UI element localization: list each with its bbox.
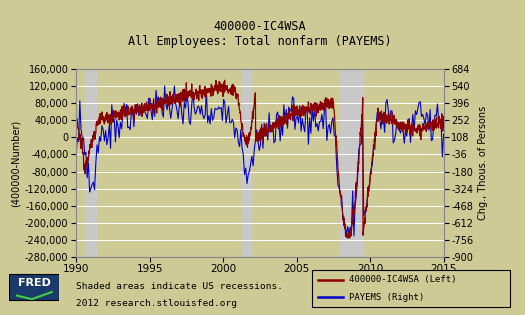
- Text: 400000-IC4WSA (Left): 400000-IC4WSA (Left): [349, 275, 456, 284]
- Y-axis label: Chg., Thous. of Persons: Chg., Thous. of Persons: [478, 106, 488, 220]
- Bar: [340, 69, 363, 257]
- Text: 2012 research.stlouisfed.org: 2012 research.stlouisfed.org: [76, 299, 237, 308]
- FancyBboxPatch shape: [312, 270, 510, 307]
- Text: FRED: FRED: [18, 278, 51, 288]
- Text: PAYEMS (Right): PAYEMS (Right): [349, 293, 424, 301]
- Bar: [242, 69, 251, 257]
- Bar: [85, 69, 96, 257]
- FancyBboxPatch shape: [9, 274, 59, 300]
- Text: All Employees: Total nonfarm (PAYEMS): All Employees: Total nonfarm (PAYEMS): [128, 35, 392, 48]
- Text: 400000-IC4WSA: 400000-IC4WSA: [214, 20, 306, 33]
- Y-axis label: (400000-Number): (400000-Number): [11, 119, 21, 207]
- Text: Shaded areas indicate US recessions.: Shaded areas indicate US recessions.: [76, 282, 283, 291]
